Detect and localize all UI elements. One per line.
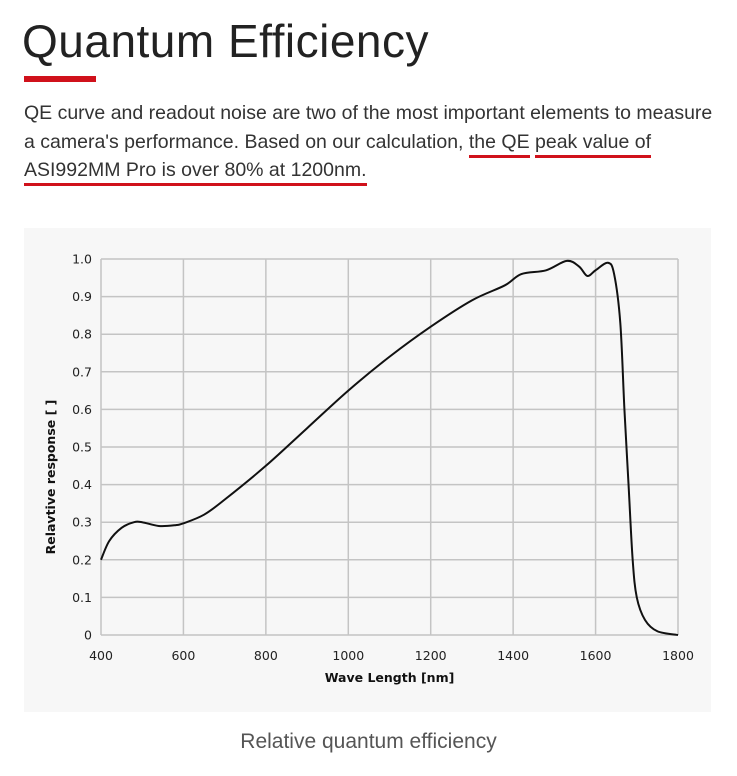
- y-axis-ticks: 0 0.1 0.2 0.3 0.4 0.5 0.6 0.7 0.8 0.9 1.0: [72, 252, 92, 643]
- x-tick-label: 400: [89, 648, 113, 663]
- y-tick-label: 0.7: [72, 364, 92, 379]
- y-tick-label: 0.3: [72, 515, 92, 530]
- qe-chart-panel: 0 0.1 0.2 0.3 0.4 0.5 0.6 0.7 0.8 0.9 1.0 400 600 80…: [24, 228, 711, 712]
- page-title: Quantum Efficiency: [22, 15, 430, 67]
- x-tick-label: 1600: [580, 648, 612, 663]
- y-tick-label: 0.1: [72, 590, 92, 605]
- chart-grid: [100, 258, 679, 636]
- y-tick-label: 0.6: [72, 402, 92, 417]
- y-tick-label: 0.2: [72, 552, 92, 567]
- y-tick-label: 1.0: [72, 252, 92, 267]
- qe-chart: 0 0.1 0.2 0.3 0.4 0.5 0.6 0.7 0.8 0.9 1.0 400 600 80…: [43, 252, 694, 686]
- series-line: [100, 259, 679, 636]
- x-tick-label: 1000: [332, 648, 364, 663]
- description-text: QE curve and readout noise are two of th…: [24, 102, 713, 153]
- description-highlight-2: peak value of ASI992MM Pro is over 80% a…: [24, 130, 652, 186]
- y-tick-label: 0: [84, 628, 92, 643]
- x-tick-label: 1800: [662, 648, 694, 663]
- chart-series: [100, 259, 679, 636]
- y-axis-label: Relavtive response [ ]: [43, 400, 58, 555]
- x-tick-label: 1200: [415, 648, 447, 663]
- y-tick-label: 0.4: [72, 477, 92, 492]
- chart-caption: Relative quantum efficiency: [240, 730, 497, 753]
- title-accent-bar: [24, 76, 96, 82]
- x-tick-label: 800: [254, 648, 278, 663]
- y-tick-label: 0.8: [72, 327, 92, 342]
- description-highlight-1: the QE: [468, 130, 530, 158]
- y-tick-label: 0.9: [72, 289, 92, 304]
- y-tick-label: 0.5: [72, 440, 92, 455]
- x-tick-label: 1400: [497, 648, 529, 663]
- x-axis-ticks: 400 600 800 1000 1200 1400 1600 1800: [89, 648, 694, 663]
- x-tick-label: 600: [171, 648, 195, 663]
- x-axis-label: Wave Length [nm]: [325, 670, 455, 685]
- description-paragraph: QE curve and readout noise are two of th…: [24, 99, 724, 186]
